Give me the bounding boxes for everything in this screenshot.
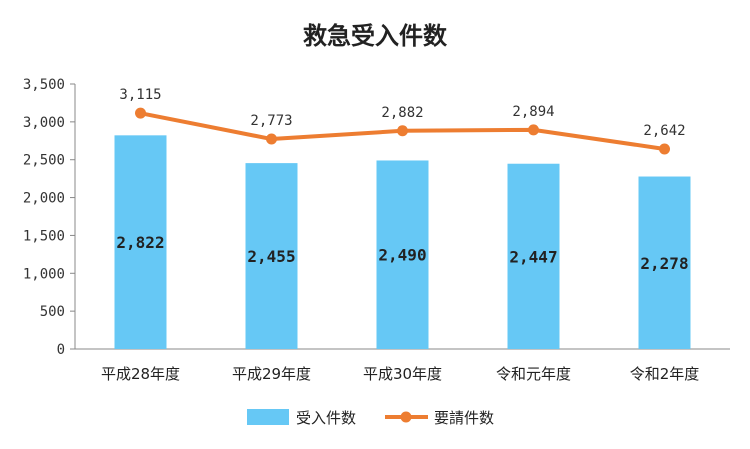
x-tick-label: 平成30年度 [363, 365, 442, 383]
y-tick-label: 500 [40, 304, 65, 320]
x-tick-label: 平成28年度 [101, 365, 180, 383]
line-point [135, 107, 146, 119]
line-data-label: 2,642 [643, 123, 685, 139]
line-point [266, 133, 277, 145]
legend-bar-swatch [247, 409, 289, 425]
bar [245, 163, 298, 349]
line-point [397, 125, 408, 137]
bar [114, 135, 167, 349]
bar-data-label: 2,490 [378, 246, 426, 265]
y-tick-label: 1,500 [23, 228, 65, 244]
line-data-label: 2,894 [512, 104, 554, 120]
legend-line-label: 要請件数 [434, 409, 494, 427]
x-tick-label: 令和2年度 [630, 365, 700, 383]
line-point [659, 143, 670, 155]
y-tick-label: 3,500 [23, 77, 65, 93]
bar-data-label: 2,455 [247, 247, 295, 266]
labels-group: 2,822 2,455 2,490 2,447 2,278 3,115 2,773 2,882… [116, 87, 688, 273]
y-tick-label: 1,000 [23, 266, 65, 282]
x-tick-label: 令和元年度 [496, 365, 571, 383]
bar-data-label: 2,822 [116, 233, 164, 252]
bar [638, 176, 691, 349]
bar [376, 160, 429, 349]
line-data-label: 2,882 [381, 105, 423, 121]
bar [507, 163, 560, 349]
y-tick-label: 2,000 [23, 191, 65, 207]
y-tick-label: 3,000 [23, 115, 65, 131]
line-data-label: 3,115 [119, 87, 161, 103]
line-group [135, 107, 670, 155]
bar-data-label: 2,447 [509, 247, 557, 266]
axis-group: 0 500 1,000 1,500 2,000 2,500 3,000 3,500 平成28年度… [23, 77, 730, 383]
legend-line-marker [400, 411, 412, 423]
bar-data-label: 2,278 [640, 254, 688, 273]
y-tick-label: 0 [57, 342, 65, 358]
y-tick-label: 2,500 [23, 153, 65, 169]
legend: 受入件数 要請件数 [247, 409, 494, 427]
line-point [528, 124, 539, 136]
legend-bar-label: 受入件数 [296, 409, 356, 427]
bars-group [114, 135, 691, 349]
line-data-label: 2,773 [250, 113, 292, 129]
x-tick-label: 平成29年度 [232, 365, 311, 383]
chart-title: 救急受入件数 [303, 22, 448, 50]
